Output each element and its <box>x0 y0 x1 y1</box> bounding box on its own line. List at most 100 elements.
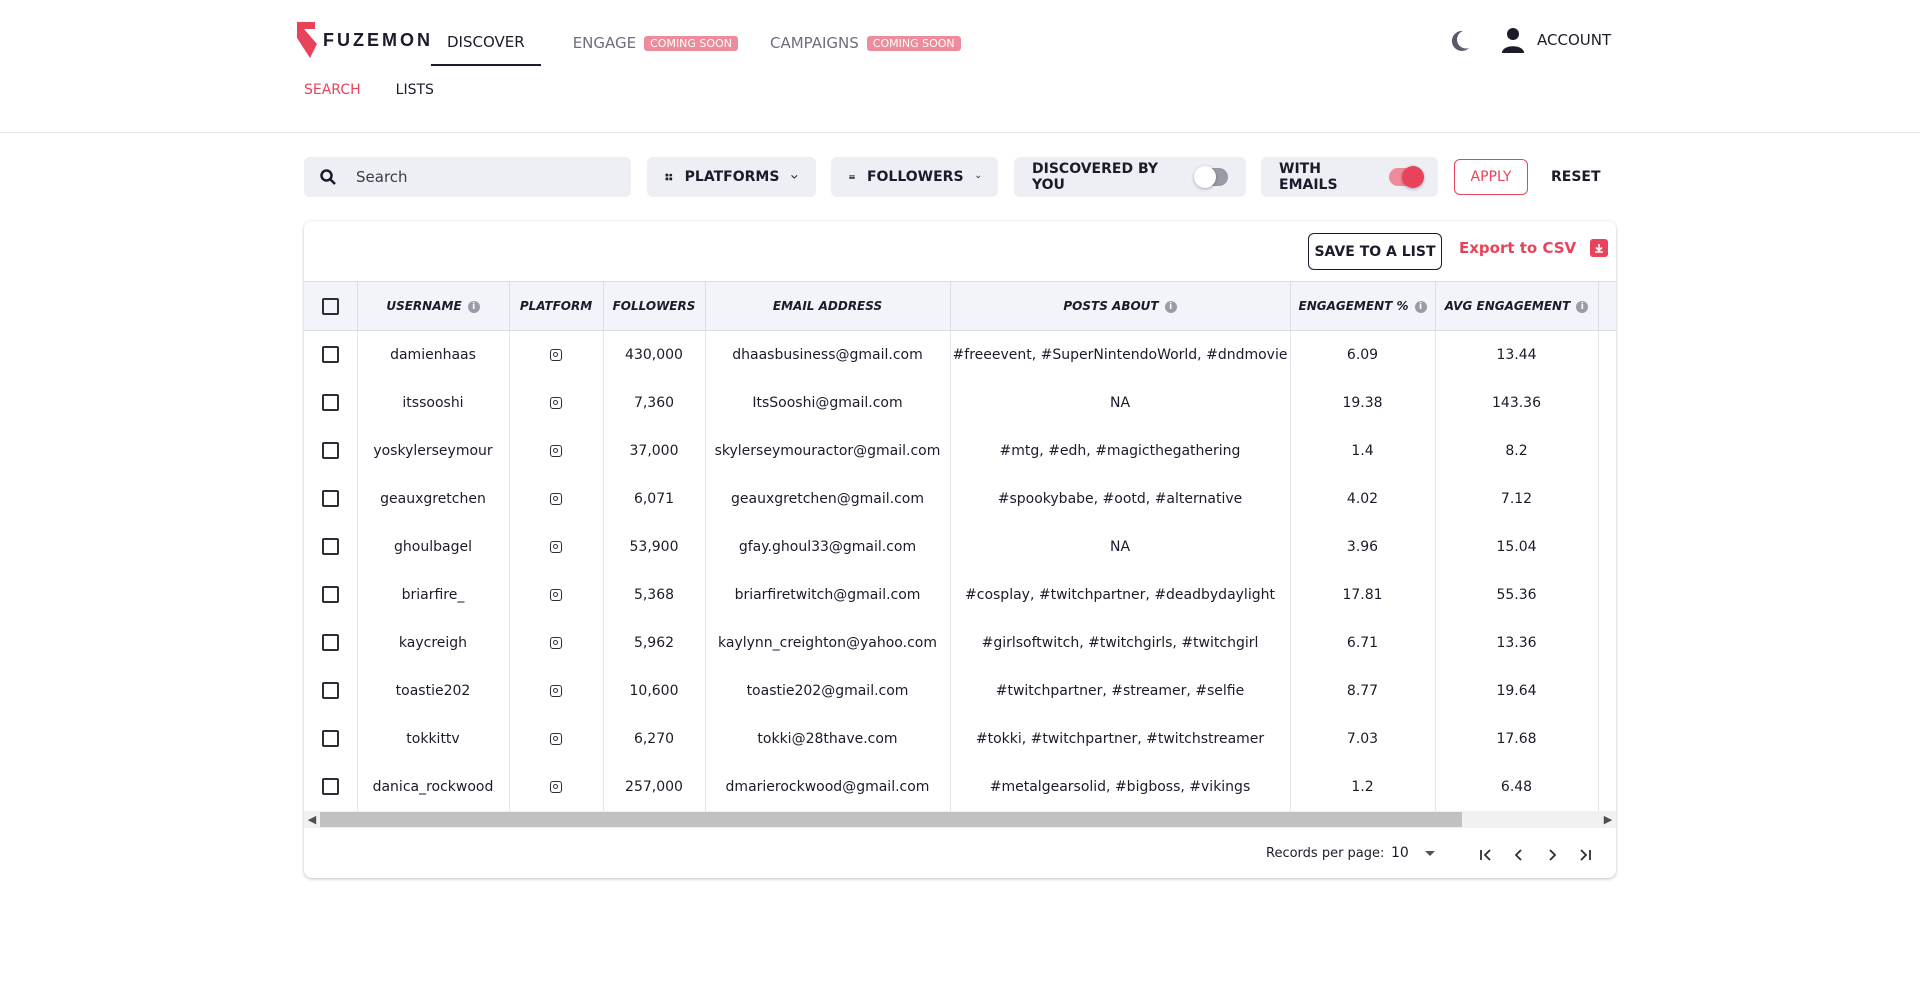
username-cell[interactable]: ghoulbagel <box>357 522 510 571</box>
table-row[interactable]: geauxgretchen 6,071 geauxgretchen@gmail.co… <box>304 474 1616 523</box>
reset-button[interactable]: RESET <box>1551 169 1601 185</box>
engagement-pct-cell: 3.96 <box>1290 522 1436 571</box>
nav-discover-label: DISCOVER <box>447 33 525 51</box>
table-row[interactable]: briarfire_ 5,368 briarfiretwitch@gmail.com… <box>304 570 1616 619</box>
email-cell: ItsSooshi@gmail.com <box>705 378 951 427</box>
export-csv-link[interactable]: Export to CSV <box>1459 239 1609 257</box>
records-per-page-select[interactable]: 10 <box>1391 845 1435 861</box>
table-row[interactable]: tokkittv 6,270 tokki@28thave.com #tokki, #t… <box>304 714 1616 763</box>
scroll-right-icon[interactable]: ▶ <box>1603 813 1613 826</box>
instagram-icon <box>550 732 562 745</box>
avg-engagement-cell: 13.44 <box>1435 330 1599 379</box>
col-avg-engagement[interactable]: AVG ENGAGEMENT i <box>1435 281 1599 331</box>
email-cell: kaylynn_creighton@yahoo.com <box>705 618 951 667</box>
avg-engagement-cell: 13.36 <box>1435 618 1599 667</box>
info-icon[interactable]: i <box>1576 300 1589 313</box>
nav-discover[interactable]: DISCOVER <box>431 20 541 66</box>
apply-button[interactable]: APPLY <box>1454 159 1528 195</box>
with-emails-toggle[interactable] <box>1388 166 1424 188</box>
username-cell[interactable]: tokkittv <box>357 714 510 763</box>
overflow-cell <box>1598 619 1616 667</box>
row-checkbox[interactable] <box>321 586 339 603</box>
account-menu[interactable]: ACCOUNT <box>1501 27 1611 53</box>
nav-campaigns[interactable]: CAMPAIGNS COMING SOON <box>770 20 961 66</box>
posts-about-cell: #metalgearsolid, #bigboss, #vikings <box>950 762 1291 811</box>
row-checkbox[interactable] <box>321 538 339 555</box>
first-page-button[interactable] <box>1474 843 1498 867</box>
posts-about-cell: #spookybabe, #ootd, #alternative <box>950 474 1291 523</box>
dark-mode-moon-icon[interactable] <box>1449 29 1471 53</box>
row-select-cell <box>304 570 358 619</box>
overflow-cell <box>1598 379 1616 427</box>
select-all-checkbox[interactable] <box>321 297 339 315</box>
next-page-button[interactable] <box>1540 843 1564 867</box>
platform-cell <box>509 570 604 619</box>
row-checkbox[interactable] <box>321 394 339 411</box>
instagram-icon <box>550 684 562 697</box>
download-icon <box>1590 239 1609 257</box>
table-row[interactable]: danica_rockwood 257,000 dmarierockwood@gma… <box>304 762 1616 811</box>
row-checkbox[interactable] <box>321 634 339 651</box>
username-cell[interactable]: itssooshi <box>357 378 510 427</box>
prev-page-button[interactable] <box>1507 843 1531 867</box>
avg-engagement-cell: 55.36 <box>1435 570 1599 619</box>
col-engagement-pct[interactable]: ENGAGEMENT % i <box>1290 281 1436 331</box>
table-row[interactable]: damienhaas 430,000 dhaasbusiness@gmail.com… <box>304 330 1616 379</box>
table-row[interactable]: itssooshi 7,360 ItsSooshi@gmail.com NA 19.38… <box>304 378 1616 427</box>
table-row[interactable]: kaycreigh 5,962 kaylynn_creighton@yahoo.co… <box>304 618 1616 667</box>
followers-cell: 10,600 <box>603 666 706 715</box>
table-row[interactable]: toastie202 10,600 toastie202@gmail.com #twi… <box>304 666 1616 715</box>
row-checkbox[interactable] <box>321 346 339 364</box>
info-icon[interactable]: i <box>467 300 480 313</box>
scroll-left-icon[interactable]: ◀ <box>307 813 317 826</box>
row-checkbox[interactable] <box>321 778 339 795</box>
username-cell[interactable]: kaycreigh <box>357 618 510 667</box>
posts-about-cell: #twitchpartner, #streamer, #selfie <box>950 666 1291 715</box>
scrollbar-thumb[interactable] <box>320 812 1462 827</box>
subnav-search[interactable]: SEARCH <box>304 82 361 98</box>
results-card: SAVE TO A LIST Export to CSV USERNAME i P… <box>304 221 1616 878</box>
posts-about-cell: #cosplay, #twitchpartner, #deadbydayligh… <box>950 570 1291 619</box>
username-cell[interactable]: briarfire_ <box>357 570 510 619</box>
username-cell[interactable]: danica_rockwood <box>357 762 510 811</box>
search-input[interactable] <box>354 167 594 187</box>
username-cell[interactable]: geauxgretchen <box>357 474 510 523</box>
col-platform[interactable]: PLATFORM <box>509 281 604 331</box>
col-email[interactable]: EMAIL ADDRESS <box>705 281 951 331</box>
col-posts-about[interactable]: POSTS ABOUT i <box>950 281 1291 331</box>
select-all-cell <box>304 281 358 331</box>
nav-engage[interactable]: ENGAGE COMING SOON <box>573 20 738 66</box>
overflow-cell <box>1598 523 1616 571</box>
search-box[interactable] <box>304 157 631 197</box>
avg-engagement-cell: 7.12 <box>1435 474 1599 523</box>
table-row[interactable]: yoskylerseymour 37,000 skylerseymouractor@… <box>304 426 1616 475</box>
followers-dropdown[interactable]: FOLLOWERS <box>831 157 998 197</box>
subnav-lists[interactable]: LISTS <box>395 82 434 98</box>
posts-about-cell: #tokki, #twitchpartner, #twitchstreamer <box>950 714 1291 763</box>
col-username-label: USERNAME <box>386 299 462 313</box>
row-checkbox[interactable] <box>321 730 339 747</box>
horizontal-scrollbar[interactable]: ◀ ▶ <box>304 811 1616 828</box>
logo[interactable]: FUZEMON <box>295 20 433 60</box>
col-username[interactable]: USERNAME i <box>357 281 510 331</box>
platform-cell <box>509 426 604 475</box>
discovered-by-you-toggle[interactable] <box>1193 166 1228 188</box>
col-followers[interactable]: FOLLOWERS <box>603 281 706 331</box>
info-icon[interactable]: i <box>1164 300 1177 313</box>
info-icon[interactable]: i <box>1414 300 1427 313</box>
save-to-list-button[interactable]: SAVE TO A LIST <box>1308 233 1442 270</box>
username-cell[interactable]: damienhaas <box>357 330 510 379</box>
table-row[interactable]: ghoulbagel 53,900 gfay.ghoul33@gmail.com NA… <box>304 522 1616 571</box>
table-header-row: USERNAME i PLATFORM FOLLOWERS EMAIL ADDRE… <box>304 281 1616 331</box>
col-overflow: A <box>1598 281 1616 331</box>
last-page-button[interactable] <box>1573 843 1597 867</box>
platform-cell <box>509 762 604 811</box>
platforms-dropdown[interactable]: PLATFORMS <box>647 157 816 197</box>
row-checkbox[interactable] <box>321 682 339 699</box>
row-checkbox[interactable] <box>321 490 339 507</box>
discovered-by-you-label: DISCOVERED BY YOU <box>1032 161 1158 193</box>
username-cell[interactable]: yoskylerseymour <box>357 426 510 475</box>
row-checkbox[interactable] <box>321 442 339 459</box>
logo-text: FUZEMON <box>323 29 433 50</box>
username-cell[interactable]: toastie202 <box>357 666 510 715</box>
